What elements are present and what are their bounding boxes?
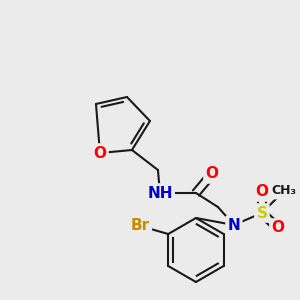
Text: O: O	[255, 184, 268, 200]
Text: CH₃: CH₃	[272, 184, 296, 197]
Text: O: O	[206, 167, 218, 182]
Text: Br: Br	[131, 218, 150, 233]
Text: S: S	[256, 206, 267, 220]
Text: N: N	[227, 218, 240, 232]
Text: O: O	[272, 220, 284, 236]
Text: NH: NH	[147, 185, 173, 200]
Text: O: O	[94, 146, 106, 160]
